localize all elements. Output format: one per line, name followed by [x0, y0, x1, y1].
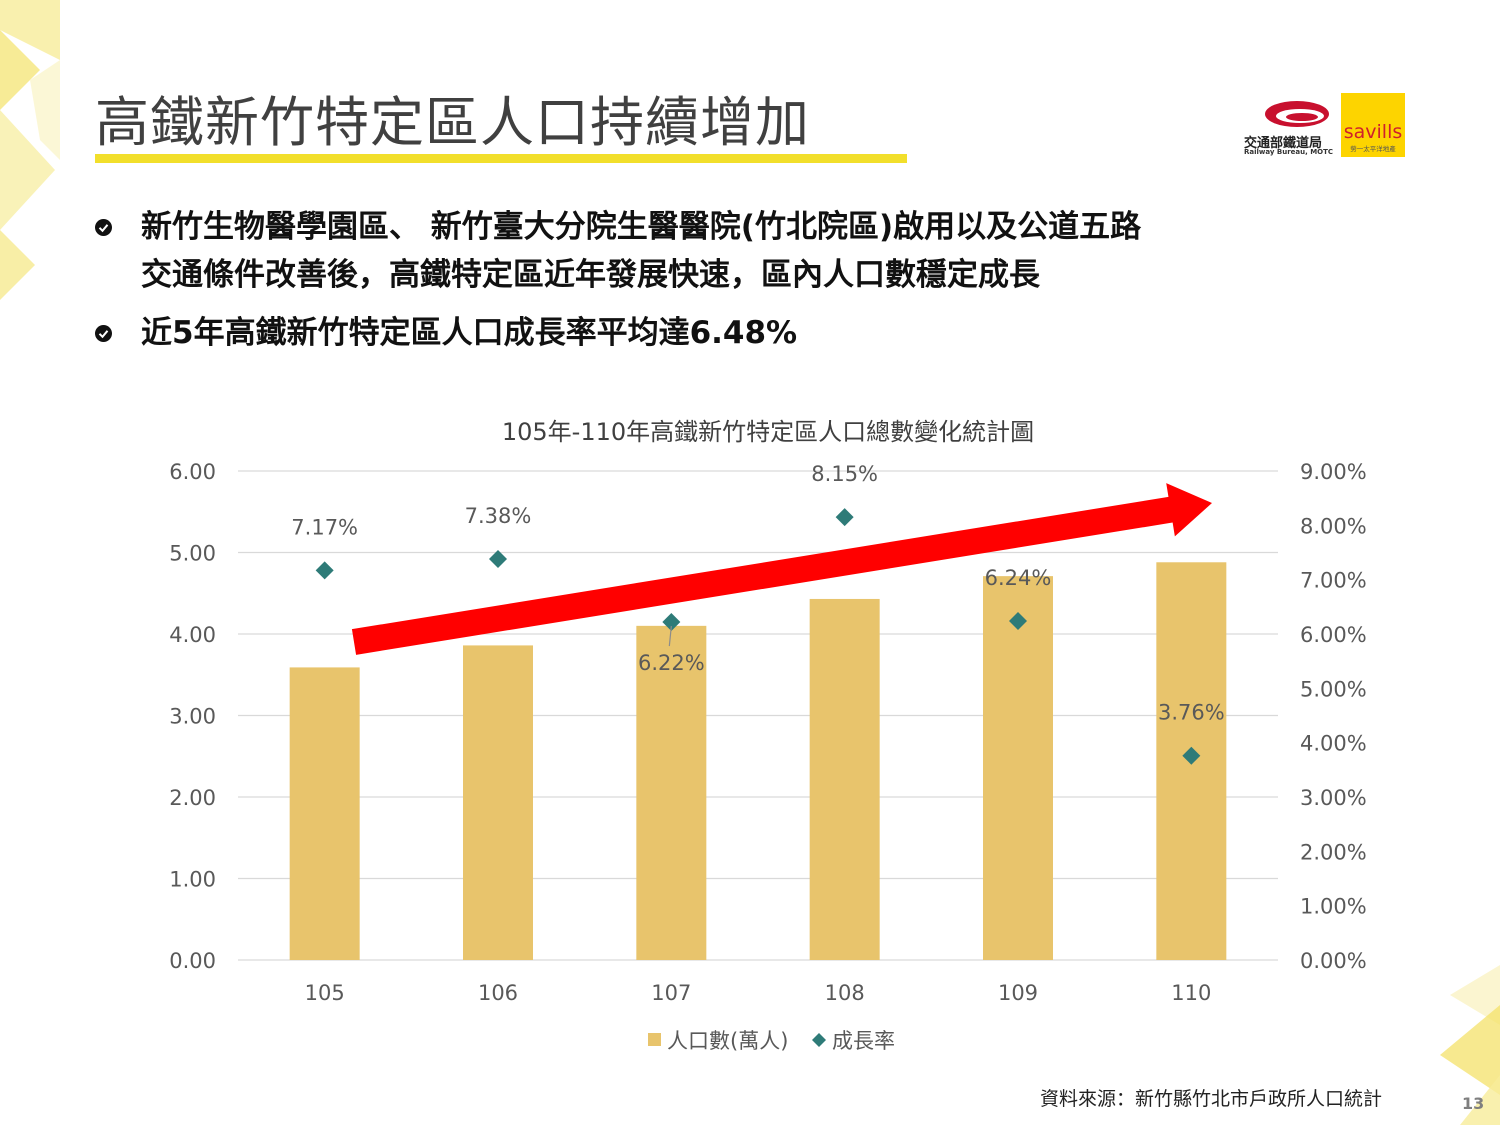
right-tick-label: 3.00%	[1300, 786, 1367, 810]
data-label: 6.24%	[985, 566, 1052, 590]
corner-pattern-top-left	[0, 0, 60, 300]
data-label: 7.38%	[465, 504, 532, 528]
x-tick-label: 108	[825, 981, 865, 1005]
left-tick-label: 4.00	[169, 623, 216, 647]
chart-legend: 人口數(萬人) 成長率	[648, 1029, 895, 1053]
data-point	[1182, 746, 1201, 765]
bar	[1156, 562, 1227, 960]
bar	[983, 576, 1053, 960]
right-tick-label: 8.00%	[1300, 514, 1367, 538]
page-number: 13	[1462, 1094, 1485, 1113]
legend-swatch-point	[812, 1033, 826, 1047]
data-point	[835, 508, 854, 527]
left-tick-label: 3.00	[169, 705, 216, 729]
right-tick-label: 5.00%	[1300, 677, 1367, 701]
x-tick-label: 106	[478, 981, 518, 1005]
x-axis: 105 106 107 108 109 110	[305, 981, 1212, 1005]
right-axis: 0.00% 1.00% 2.00% 3.00% 4.00% 5.00% 6.00% 7.00%…	[1300, 460, 1367, 973]
data-source: 資料來源：新竹縣竹北市戶政所人口統計	[1040, 1088, 1383, 1110]
x-tick-label: 109	[998, 981, 1038, 1005]
left-tick-label: 2.00	[169, 786, 216, 810]
title-underline	[95, 154, 907, 163]
data-point	[315, 561, 334, 580]
bullet-list: 新竹生物醫學園區、 新竹臺大分院生醫醫院(竹北院區)啟用以及公道五路 交通條件改…	[95, 203, 1361, 367]
bar	[809, 598, 880, 960]
railway-bureau-subtitle: Railway Bureau, MOTC	[1244, 148, 1334, 156]
check-bullet-icon	[95, 219, 112, 236]
data-label: 7.17%	[291, 515, 358, 539]
legend-swatch-bar	[648, 1033, 661, 1046]
chart-title: 105年-110年高鐵新竹特定區人口總數變化統計圖	[502, 418, 1034, 446]
left-tick-label: 1.00	[169, 868, 216, 892]
legend-label: 成長率	[832, 1029, 895, 1053]
right-tick-label: 0.00%	[1300, 949, 1367, 973]
bar	[289, 667, 360, 960]
trend-arrow-body	[351, 483, 1213, 655]
right-tick-label: 1.00%	[1300, 895, 1367, 919]
growth-rate-series: 7.17% 7.38% 6.22% 8.15% 6.24% 3.76%	[291, 462, 1225, 765]
x-tick-label: 110	[1171, 981, 1211, 1005]
trend-arrow	[351, 483, 1213, 655]
right-tick-label: 7.00%	[1300, 569, 1367, 593]
chart-grid	[238, 470, 1278, 961]
legend-label: 人口數(萬人)	[667, 1029, 788, 1053]
right-tick-label: 9.00%	[1300, 460, 1367, 484]
bullet-item: 近5年高鐵新竹特定區人口成長率平均達6.48%	[95, 309, 1361, 357]
savills-logo: savills 勞一太平洋地產	[1341, 93, 1405, 157]
check-bullet-icon	[95, 325, 112, 342]
railway-bureau-name: 交通部鐵道局	[1244, 136, 1323, 151]
data-point	[662, 613, 681, 632]
trend-arrow-shape	[351, 483, 1213, 655]
x-tick-label: 105	[305, 981, 345, 1005]
x-tick-label: 107	[651, 981, 691, 1005]
bullet-text-line: 近5年高鐵新竹特定區人口成長率平均達6.48%	[141, 315, 798, 351]
data-label: 6.22%	[638, 651, 705, 675]
data-point	[1009, 611, 1027, 630]
right-tick-label: 4.00%	[1300, 732, 1367, 756]
data-label: 8.15%	[811, 462, 878, 486]
bar-series	[289, 562, 1227, 960]
bullet-text-line: 新竹生物醫學園區、 新竹臺大分院生醫醫院(竹北院區)啟用以及公道五路	[141, 209, 1142, 245]
left-axis: 0.00 1.00 2.00 3.00 4.00 5.00 6.00	[169, 460, 216, 973]
train-logo-icon	[1265, 101, 1329, 127]
leader-line	[668, 625, 672, 647]
bar	[463, 645, 533, 960]
data-point	[489, 550, 507, 569]
left-tick-label: 6.00	[169, 460, 216, 484]
left-tick-label: 0.00	[169, 949, 216, 973]
savills-tagline: 勞一太平洋地產	[1350, 145, 1396, 153]
right-tick-label: 6.00%	[1300, 623, 1367, 647]
railway-bureau-logo: 交通部鐵道局 Railway Bureau, MOTC	[1240, 96, 1340, 158]
bar	[636, 625, 707, 960]
page-title: 高鐵新竹特定區人口持續增加	[95, 91, 810, 154]
left-tick-label: 5.00	[169, 542, 216, 566]
bullet-item: 新竹生物醫學園區、 新竹臺大分院生醫醫院(竹北院區)啟用以及公道五路 交通條件改…	[95, 203, 1361, 299]
bullet-text-line: 交通條件改善後，高鐵特定區近年發展快速，區內人口數穩定成長	[141, 257, 1040, 293]
corner-pattern-bottom-right	[1440, 965, 1500, 1125]
data-label: 3.76%	[1158, 701, 1225, 725]
savills-brand: savills	[1343, 121, 1403, 143]
right-tick-label: 2.00%	[1300, 840, 1367, 864]
